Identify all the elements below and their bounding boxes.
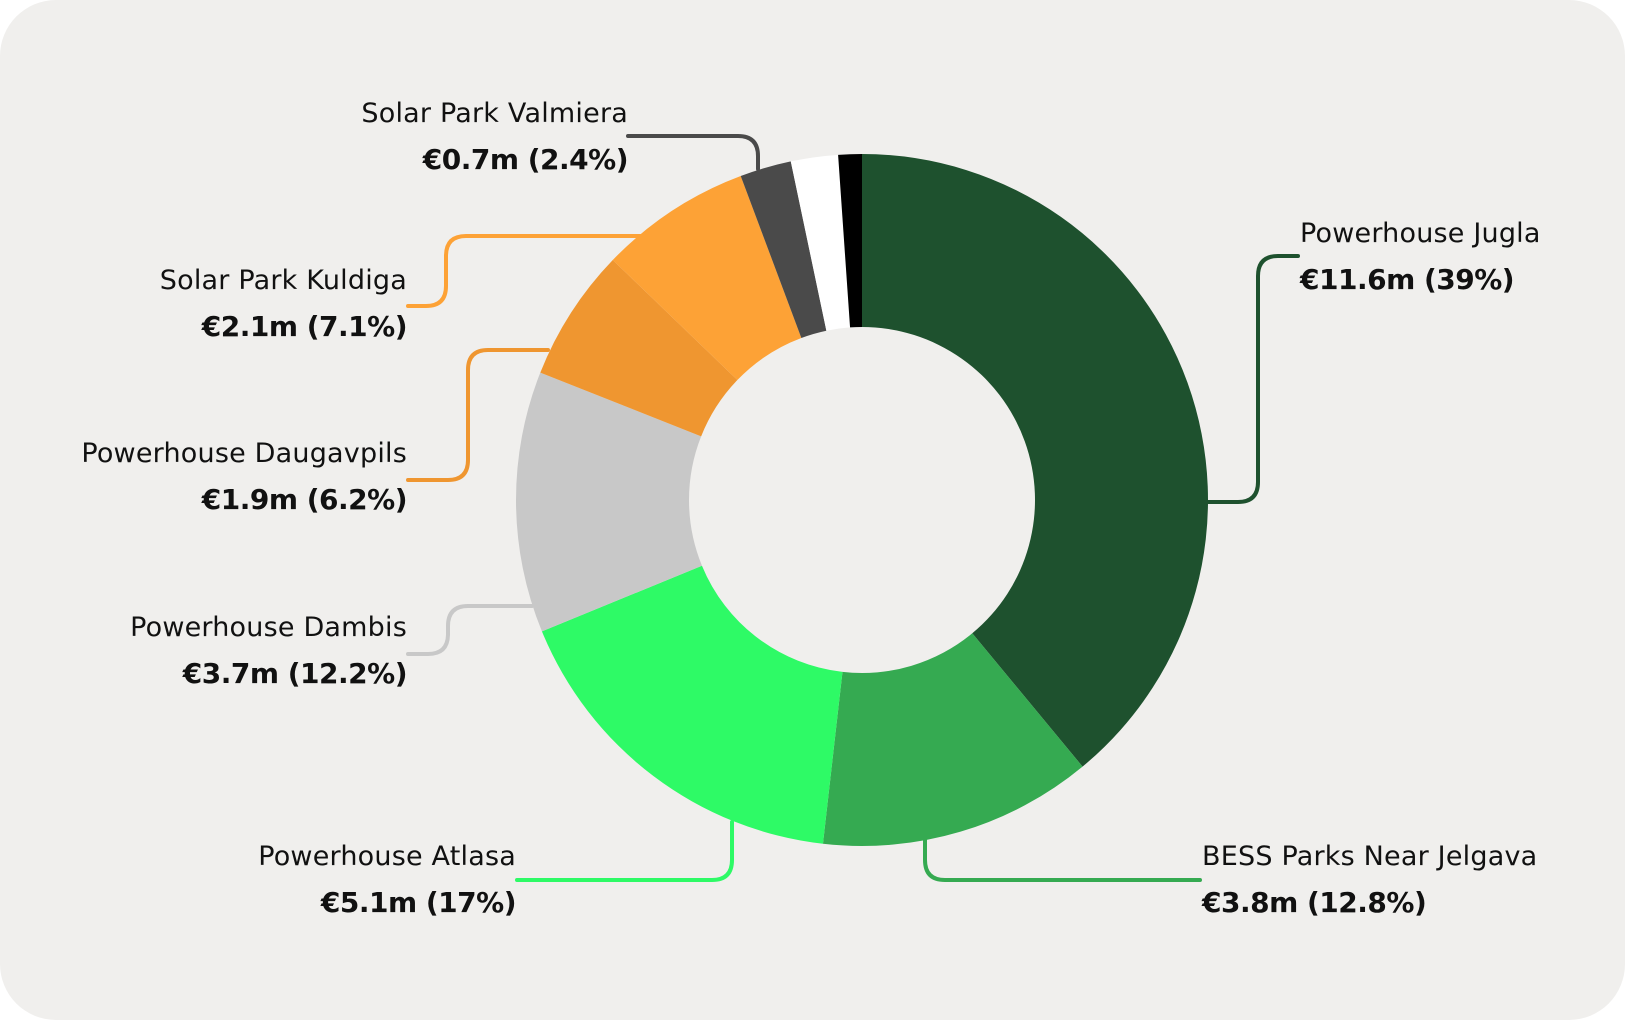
- leader-line-powerhouse-daugavpils: [406, 348, 550, 482]
- slice-name: Powerhouse Jugla: [1300, 218, 1541, 249]
- slice-value: €2.1m (7.1%): [201, 310, 408, 343]
- slice-name: Solar Park Valmiera: [361, 98, 628, 129]
- slice-name: Powerhouse Daugavpils: [81, 438, 407, 469]
- leader-lines: [406, 134, 1300, 882]
- label-powerhouse-atlasa: Powerhouse Atlasa €5.1m (17%): [0, 834, 516, 926]
- label-solar-park-valmiera: Solar Park Valmiera €0.7m (2.4%): [68, 91, 628, 183]
- slice-unlabeled-7: [790, 154, 851, 331]
- slice-value: €11.6m (39%): [1300, 263, 1515, 296]
- slice-solar-park-valmiera: [740, 161, 827, 338]
- donut-slices: [516, 154, 1208, 846]
- leader-line-powerhouse-dambis: [406, 604, 534, 656]
- slice-name: Solar Park Kuldiga: [159, 265, 407, 296]
- slice-value: €1.9m (6.2%): [201, 483, 408, 516]
- label-solar-park-kuldiga: Solar Park Kuldiga €2.1m (7.1%): [0, 258, 408, 350]
- slice-name: Powerhouse Dambis: [130, 612, 407, 643]
- slice-value: €3.7m (12.2%): [182, 657, 408, 690]
- slice-powerhouse-daugavpils: [540, 259, 738, 437]
- leader-line-bess-parks-near-jelgava: [923, 836, 1202, 882]
- slice-powerhouse-dambis: [516, 372, 702, 632]
- slice-name: Powerhouse Atlasa: [258, 841, 516, 872]
- slice-value: €0.7m (2.4%): [422, 143, 629, 176]
- slice-solar-park-kuldiga: [612, 175, 802, 380]
- leader-line-powerhouse-jugla: [1206, 254, 1300, 504]
- leader-line-solar-park-kuldiga: [406, 234, 642, 308]
- leader-line-powerhouse-atlasa: [515, 820, 734, 882]
- slice-value: €5.1m (17%): [320, 886, 517, 919]
- label-powerhouse-dambis: Powerhouse Dambis €3.7m (12.2%): [0, 605, 407, 697]
- label-powerhouse-jugla: Powerhouse Jugla €11.6m (39%): [1300, 211, 1625, 303]
- slice-unlabeled-8: [838, 154, 862, 328]
- slice-powerhouse-atlasa: [541, 565, 843, 844]
- slice-name: BESS Parks Near Jelgava: [1202, 841, 1538, 872]
- slice-powerhouse-jugla: [862, 154, 1208, 767]
- slice-bess-parks-near-jelgava: [822, 633, 1083, 846]
- slice-value: €3.8m (12.8%): [1202, 886, 1427, 919]
- leader-line-solar-park-valmiera: [626, 134, 760, 171]
- label-powerhouse-daugavpils: Powerhouse Daugavpils €1.9m (6.2%): [0, 431, 407, 523]
- label-bess-parks-near-jelgava: BESS Parks Near Jelgava €3.8m (12.8%): [1202, 834, 1625, 926]
